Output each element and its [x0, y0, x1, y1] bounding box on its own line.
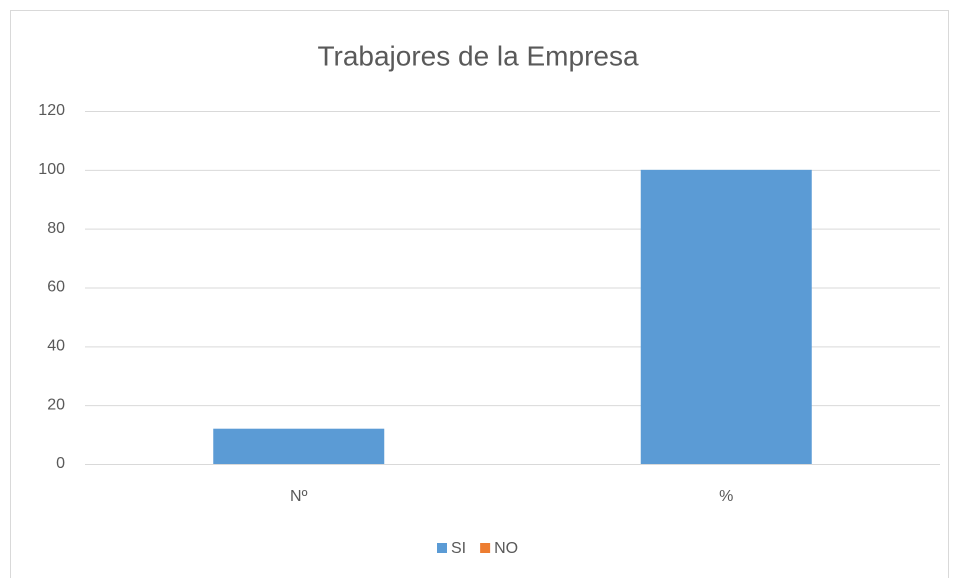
x-tick-label: % — [719, 488, 733, 505]
y-tick-label: 80 — [47, 220, 65, 237]
chart-title: Trabajores de la Empresa — [317, 40, 639, 71]
y-tick-label: 0 — [56, 455, 65, 472]
y-tick-label: 60 — [47, 279, 65, 296]
legend-label: SI — [451, 540, 466, 557]
legend-swatch — [480, 543, 491, 553]
y-tick-label: 120 — [38, 102, 65, 119]
bar — [213, 428, 385, 464]
legend-label: NO — [494, 540, 518, 557]
y-tick-label: 20 — [47, 396, 65, 413]
x-tick-label: Nº — [290, 488, 308, 505]
bar — [640, 169, 812, 465]
legend-swatch — [437, 543, 447, 553]
y-tick-label: 40 — [47, 338, 65, 355]
y-tick-label: 100 — [38, 161, 65, 178]
